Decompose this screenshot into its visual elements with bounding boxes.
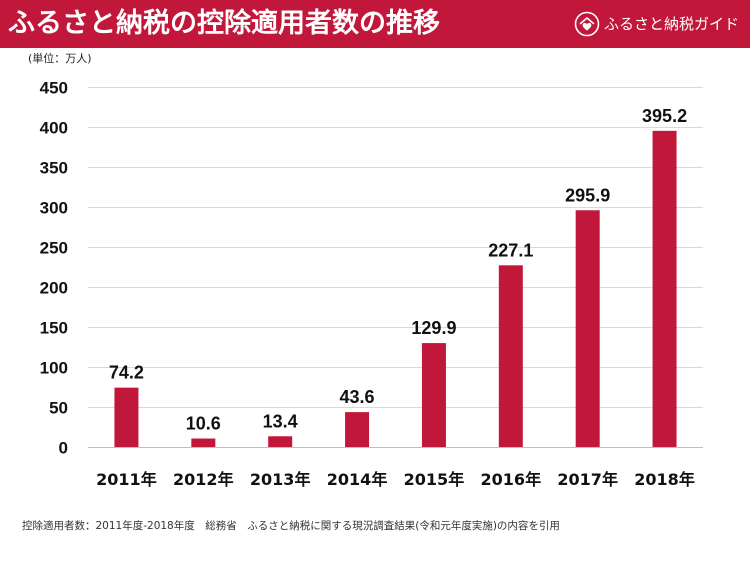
x-axis-labels: 2011年 2012年 2013年 2014年 2015年 2016年 2017年 2018年 (96, 470, 695, 489)
bars (114, 130, 677, 447)
data-label: 74.2 (109, 363, 144, 383)
bar (652, 130, 677, 447)
source-note: 控除適用者数：2011年度-2018年度 総務省 ふるさと納税に関する現況調査結… (22, 520, 560, 532)
bar (114, 387, 139, 447)
data-label: 10.6 (186, 414, 221, 434)
gridlines (88, 87, 703, 408)
x-tick-label: 2013年 (250, 470, 311, 489)
data-label: 129.9 (411, 318, 456, 338)
logo-text: ふるさと納税ガイド (604, 15, 740, 33)
x-tick-label: 2018年 (634, 470, 695, 489)
y-tick-label: 350 (40, 159, 68, 178)
x-tick-label: 2016年 (481, 470, 542, 489)
page-title: ふるさと納税の控除適用者数の推移 (8, 8, 440, 39)
bar (268, 436, 293, 447)
y-tick-label: 200 (40, 279, 68, 298)
data-labels: 74.2 10.6 13.4 43.6 129.9 227.1 295.9 395.2 (109, 106, 687, 434)
furusato-logo-icon (574, 11, 600, 37)
bar (191, 438, 216, 447)
data-label: 43.6 (340, 387, 375, 407)
data-label: 395.2 (642, 106, 687, 126)
y-tick-label: 50 (49, 399, 68, 418)
x-tick-label: 2014年 (327, 470, 388, 489)
bar (575, 210, 600, 447)
y-tick-label: 300 (40, 199, 68, 218)
header-bar: ふるさと納税の控除適用者数の推移 ふるさと納税ガイド (0, 0, 750, 48)
data-label: 13.4 (263, 411, 298, 431)
data-label: 295.9 (565, 185, 610, 205)
x-tick-label: 2012年 (173, 470, 234, 489)
bar (498, 265, 523, 447)
y-axis-ticks: 0 50 100 150 200 250 300 350 400 450 (40, 79, 68, 458)
x-tick-label: 2011年 (96, 470, 157, 489)
y-tick-label: 100 (40, 359, 68, 378)
y-axis-unit-label: (単位：万人) (28, 52, 92, 65)
y-tick-label: 0 (59, 439, 68, 458)
y-tick-label: 400 (40, 119, 68, 138)
x-tick-label: 2015年 (404, 470, 465, 489)
x-tick-label: 2017年 (557, 470, 618, 489)
brand-logo: ふるさと納税ガイド (574, 11, 739, 37)
y-tick-label: 150 (40, 319, 68, 338)
y-tick-label: 450 (40, 79, 68, 98)
bar (421, 343, 446, 447)
y-tick-label: 250 (40, 239, 68, 258)
bar (345, 412, 370, 447)
data-label: 227.1 (488, 240, 533, 260)
